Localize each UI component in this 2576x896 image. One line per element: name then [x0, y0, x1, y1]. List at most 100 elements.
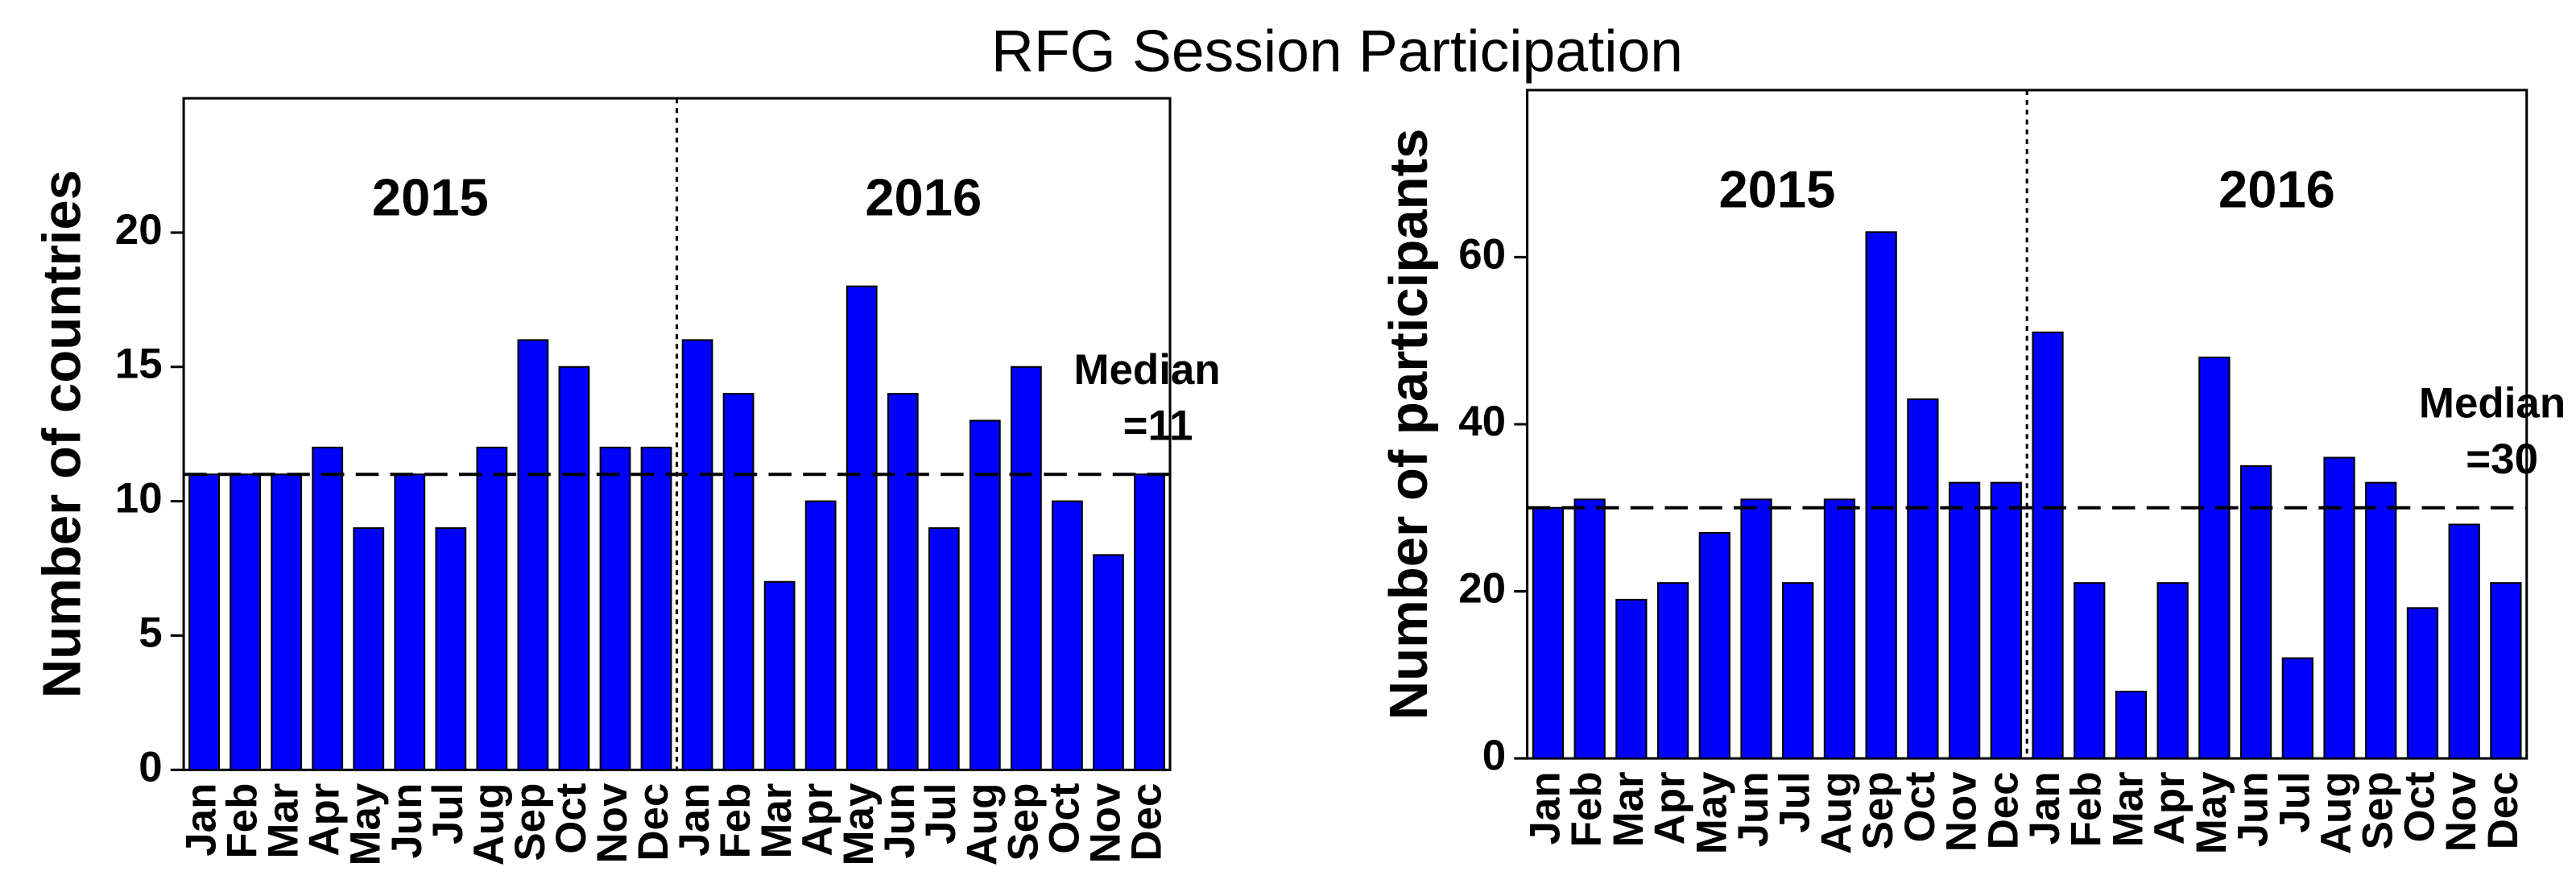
x-tick-label: Jan [2021, 771, 2069, 844]
bar [722, 393, 755, 771]
x-tick-label: Feb [2063, 771, 2111, 847]
x-tick-label: Jun [1730, 771, 1777, 847]
bar [1698, 531, 1730, 760]
x-tick-label: Sep [999, 783, 1047, 861]
x-tick-label: Jun [876, 783, 924, 859]
bar [312, 446, 344, 771]
bar [558, 365, 590, 771]
y-tick-label: 5 [139, 609, 162, 656]
bar [188, 473, 220, 771]
x-tick-label: Apr [301, 783, 349, 857]
bar [476, 446, 508, 771]
x-tick-label: Nov [1081, 782, 1129, 864]
x-tick-label: Dec [630, 783, 677, 861]
bar [1010, 365, 1042, 771]
x-tick-label: Mar [260, 783, 308, 859]
y-tick-label: 20 [115, 206, 163, 254]
x-tick-label: May [835, 782, 883, 865]
x-tick-label: May [342, 782, 390, 865]
bar [2156, 582, 2189, 760]
x-tick-label: Oct [1896, 771, 1944, 842]
x-tick-label: Jan [671, 783, 718, 857]
y-tick-label: 0 [1482, 732, 1506, 779]
x-tick-label: Oct [548, 783, 595, 854]
bar [2448, 523, 2480, 760]
bar [2281, 657, 2313, 760]
y-axis-label: Number of participants [1379, 129, 1439, 721]
x-tick-label: Nov [2437, 771, 2485, 853]
bar [1093, 554, 1124, 771]
bar [2074, 582, 2106, 760]
x-tick-label: Aug [1813, 771, 1860, 854]
x-tick-label: Mar [753, 783, 800, 859]
bar [640, 446, 672, 771]
y-tick-label: 15 [115, 341, 163, 388]
bar [2365, 481, 2397, 760]
bar [353, 526, 385, 771]
bar [1990, 481, 2022, 760]
x-tick-label: Jul [424, 783, 472, 844]
y-tick-label: 10 [115, 475, 163, 522]
x-tick-label: Apr [2146, 771, 2194, 844]
bar [846, 285, 878, 771]
bar [2239, 465, 2272, 760]
x-tick-label: Jan [1521, 771, 1569, 844]
bar [928, 526, 960, 771]
bar [1782, 582, 1814, 760]
x-tick-label: Jan [178, 783, 225, 857]
x-tick-label: Nov [1938, 771, 1986, 853]
x-tick-label: Oct [1040, 783, 1088, 854]
y-axis-label: Number of countries [31, 170, 92, 698]
bar [517, 339, 549, 771]
x-tick-label: May [1688, 771, 1735, 854]
x-tick-label: Sep [1854, 771, 1902, 849]
bar [763, 580, 796, 771]
bar [1052, 500, 1083, 771]
median-label: Median [2419, 380, 2566, 427]
group-label: 2015 [1718, 159, 1835, 218]
bar [435, 526, 467, 771]
page-title: RFG Session Participation [991, 19, 1683, 85]
x-tick-label: Apr [1647, 771, 1694, 844]
x-tick-label: May [2188, 771, 2235, 854]
group-label: 2016 [865, 167, 982, 226]
x-tick-label: Aug [958, 783, 1006, 866]
y-tick-label: 60 [1458, 230, 1506, 278]
bar [1948, 481, 1981, 760]
x-tick-label: Dec [1979, 771, 2027, 849]
y-tick-label: 20 [1458, 565, 1506, 613]
median-label: Median [1073, 346, 1220, 394]
median-label: =30 [2466, 436, 2538, 483]
bar [394, 473, 426, 771]
bar [2490, 582, 2522, 760]
y-tick-label: 0 [139, 743, 162, 791]
bar [2115, 691, 2148, 760]
x-tick-label: Mar [1605, 771, 1652, 847]
x-tick-label: Feb [219, 783, 267, 859]
bar [1740, 498, 1772, 760]
x-tick-label: Aug [2313, 771, 2360, 854]
bar [1656, 582, 1689, 760]
x-tick-label: Oct [2396, 771, 2443, 842]
x-tick-label: Sep [507, 783, 554, 861]
bar [804, 500, 837, 771]
x-tick-label: Sep [2355, 771, 2402, 849]
x-tick-label: Feb [712, 783, 759, 859]
bar [1134, 473, 1165, 771]
bar [271, 473, 303, 771]
bar [599, 446, 631, 771]
x-tick-label: Jul [2271, 771, 2318, 832]
bar [229, 473, 262, 771]
bar [1615, 598, 1648, 760]
group-label: 2016 [2218, 159, 2335, 218]
y-tick-label: 40 [1458, 398, 1506, 445]
bar [1573, 498, 1606, 760]
x-tick-label: Nov [589, 782, 636, 864]
bar [887, 393, 919, 771]
x-tick-label: Dec [2479, 771, 2527, 849]
median-label: =11 [1123, 402, 1193, 449]
x-tick-label: Feb [1563, 771, 1611, 847]
bar [1532, 506, 1565, 760]
bar [1907, 398, 1939, 760]
